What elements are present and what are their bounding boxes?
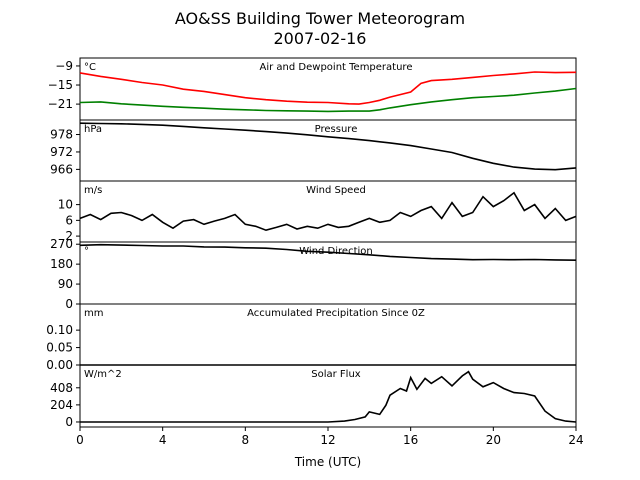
- panel-5: 408 204 0 W/m^2 Solar Flux: [50, 364, 577, 429]
- panel-4: 0.10 0.05 0.00 mm Accumulated Precipitation …: [46, 303, 577, 372]
- panel-unit-label: °: [84, 246, 89, 257]
- panel-unit-label: W/m^2: [84, 369, 122, 380]
- y-tick-label: 6: [65, 213, 73, 227]
- y-tick-label: 10: [58, 198, 73, 212]
- y-tick-label: 2: [65, 229, 73, 243]
- panel-title: Wind Speed: [306, 185, 366, 196]
- chart-title: AO&SS Building Tower Meteorogram: [175, 9, 465, 28]
- x-axis: 0 4 8 12 16 20 24: [76, 427, 584, 447]
- y-tick-label: 966: [50, 162, 73, 176]
- y-tick-label: 972: [50, 145, 73, 159]
- panel-unit-label: °C: [84, 62, 96, 73]
- y-tick-label: −15: [48, 78, 73, 92]
- y-tick-label: 408: [50, 381, 73, 395]
- panels-group: −9 −15 −21 °C Air and Dewpoint Temperature 97…: [46, 57, 577, 429]
- x-tick-label: 8: [242, 433, 250, 447]
- x-tick-label: 12: [320, 433, 335, 447]
- series-line-1: [79, 87, 577, 113]
- y-tick-label: 90: [58, 277, 73, 291]
- series-line-0: [79, 71, 577, 105]
- x-tick-label: 4: [159, 433, 167, 447]
- chart-subtitle: 2007-02-16: [274, 29, 367, 48]
- y-tick-label: −9: [55, 59, 73, 73]
- panel-1: 978 972 966 hPa Pressure: [50, 119, 577, 182]
- y-tick-label: 0.05: [46, 341, 73, 355]
- panel-title: Pressure: [315, 124, 358, 135]
- panel-unit-label: hPa: [84, 124, 102, 135]
- panel-2: 106 2 m/s Wind Speed: [58, 180, 577, 243]
- series-line-0: [80, 370, 577, 423]
- panel-0: −9 −15 −21 °C Air and Dewpoint Temperature: [48, 57, 577, 121]
- series-line-0: [79, 191, 577, 232]
- series-line-0: [79, 122, 577, 171]
- x-tick-label: 0: [76, 433, 84, 447]
- panel-3: 270 180 90 0 ° Wind Direction: [50, 237, 577, 311]
- y-tick-label: 0: [65, 297, 73, 311]
- y-tick-label: −21: [48, 97, 73, 111]
- x-tick-label: 20: [486, 433, 501, 447]
- y-tick-label: 0: [65, 415, 73, 429]
- y-tick-label: 204: [50, 398, 73, 412]
- y-tick-label: 180: [50, 257, 73, 271]
- panel-unit-label: m/s: [84, 185, 102, 196]
- series-line-0: [79, 243, 577, 261]
- y-tick-label: 0.00: [46, 358, 73, 372]
- x-axis-label: Time (UTC): [294, 455, 361, 469]
- x-tick-label: 16: [403, 433, 418, 447]
- panel-title: Air and Dewpoint Temperature: [260, 62, 413, 73]
- panel-title: Accumulated Precipitation Since 0Z: [247, 308, 425, 319]
- x-tick-label: 24: [568, 433, 583, 447]
- y-tick-label: 270: [50, 237, 73, 251]
- panel-title: Solar Flux: [311, 369, 361, 380]
- panel-title: Wind Direction: [299, 246, 373, 257]
- y-tick-label: 978: [50, 128, 73, 142]
- panel-unit-label: mm: [84, 308, 103, 319]
- y-tick-label: 0.10: [46, 323, 73, 337]
